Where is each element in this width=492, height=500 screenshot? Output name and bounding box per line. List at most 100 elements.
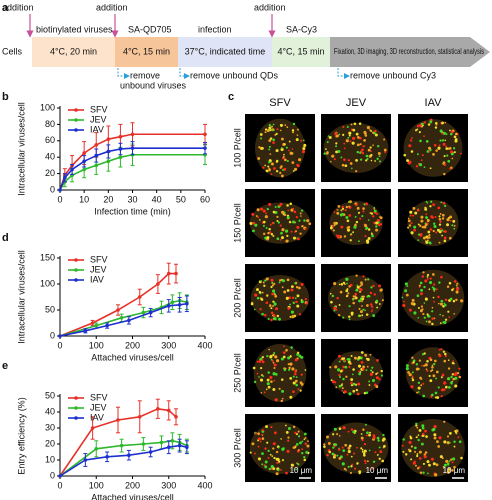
speck [270,285,273,289]
speck [354,292,358,296]
speck [403,300,405,303]
speck [292,375,295,378]
speck [401,296,404,299]
speck [352,368,355,371]
speck [275,307,279,311]
speck [361,448,364,451]
speck [367,278,370,281]
speck [300,382,304,386]
speck [435,124,438,126]
wash-text: unbound viruses [120,80,187,90]
speck [265,227,268,230]
speck [359,158,363,161]
speck [300,356,303,359]
speck [280,378,284,381]
speck [444,318,448,321]
speck [266,236,270,239]
speck [412,461,416,465]
speck [332,380,335,384]
speck [333,221,337,225]
speck [365,154,369,158]
marker [119,316,124,320]
cell-body [329,200,383,246]
speck [358,299,362,303]
speck [358,472,361,475]
speck [267,371,270,374]
speck [335,134,339,138]
speck [435,231,438,234]
speck [404,289,408,293]
speck [350,378,354,381]
speck [407,219,411,223]
speck [379,223,383,226]
speck [425,320,428,323]
speck [356,143,360,147]
speck [323,443,326,446]
speck [274,373,278,376]
speck [301,451,304,455]
speck [332,446,335,449]
x-tick-label: 200 [125,340,140,350]
speck [366,126,370,130]
speck [414,450,417,453]
speck [416,391,419,394]
speck [438,241,441,244]
speck [353,467,357,470]
speck [427,239,429,242]
speck [323,445,326,448]
speck [432,283,436,286]
speck [266,129,270,133]
speck [426,218,430,223]
speck [382,433,385,437]
marker [82,151,86,155]
y-tick-label: 0 [50,470,55,480]
speck [449,219,452,222]
speck [362,365,365,369]
speck [273,351,276,354]
speck [365,369,368,372]
speck [435,288,438,291]
marker [116,418,120,422]
speck [337,234,341,238]
speck [367,148,371,152]
speck [377,152,381,155]
speck [294,358,298,362]
speck [425,213,428,216]
speck [409,214,412,217]
speck [441,217,445,220]
speck [423,316,426,319]
speck [431,365,434,369]
speck [358,240,360,243]
speck [278,317,281,321]
speck [425,435,428,438]
speck [332,225,334,228]
speck [439,212,442,215]
speck [286,239,289,242]
speck [331,154,335,158]
stage-box [272,37,330,67]
speck [359,284,362,287]
speck [356,392,360,396]
x-axis-label: Attached viruses/cell [91,492,174,500]
marker [148,450,153,454]
speck [432,152,435,156]
speck [333,282,337,286]
speck [432,229,435,233]
speck [428,233,431,237]
speck [287,439,290,442]
speck [272,372,276,376]
speck [446,462,450,466]
speck [455,132,458,136]
speck [445,133,448,136]
speck [285,146,288,149]
speck [452,147,456,150]
speck [411,298,415,302]
speck [460,152,462,155]
speck [416,208,420,212]
speck [348,134,351,137]
speck [408,144,412,148]
speck [426,276,429,278]
speck [421,226,424,228]
speck [420,384,423,387]
speck [296,237,300,241]
